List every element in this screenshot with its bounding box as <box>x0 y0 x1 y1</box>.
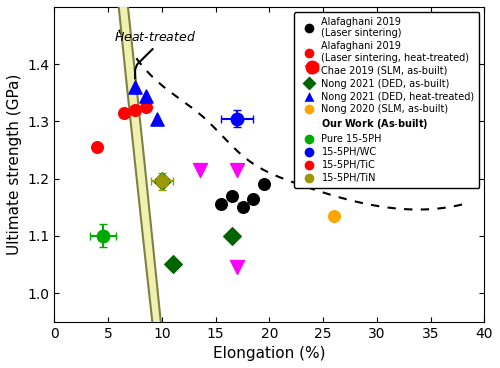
Point <box>196 167 203 173</box>
Point <box>94 144 102 150</box>
Point <box>152 116 160 121</box>
Point <box>260 181 268 187</box>
Point <box>330 213 338 219</box>
Point <box>238 204 246 210</box>
Point <box>217 201 225 207</box>
Point <box>228 233 236 239</box>
Y-axis label: Ultimate strength (GPa): Ultimate strength (GPa) <box>7 74 22 255</box>
Point <box>142 104 150 110</box>
Legend: Alafaghani 2019
(Laser sintering), Alafaghani 2019
(Laser sintering, heat-treate: Alafaghani 2019 (Laser sintering), Alafa… <box>294 12 480 188</box>
X-axis label: Elongation (%): Elongation (%) <box>213 346 326 361</box>
Point <box>233 264 241 270</box>
Point <box>250 196 258 202</box>
Point <box>228 193 236 199</box>
Point <box>158 178 166 184</box>
Point <box>142 93 150 99</box>
Point <box>131 107 139 113</box>
Point <box>120 110 128 116</box>
Point <box>131 84 139 90</box>
Point <box>308 178 316 184</box>
Ellipse shape <box>88 0 182 368</box>
Text: $\it{Heat\text{-}treated}$: $\it{Heat\text{-}treated}$ <box>114 30 196 78</box>
Point <box>168 262 176 268</box>
Point <box>233 167 241 173</box>
